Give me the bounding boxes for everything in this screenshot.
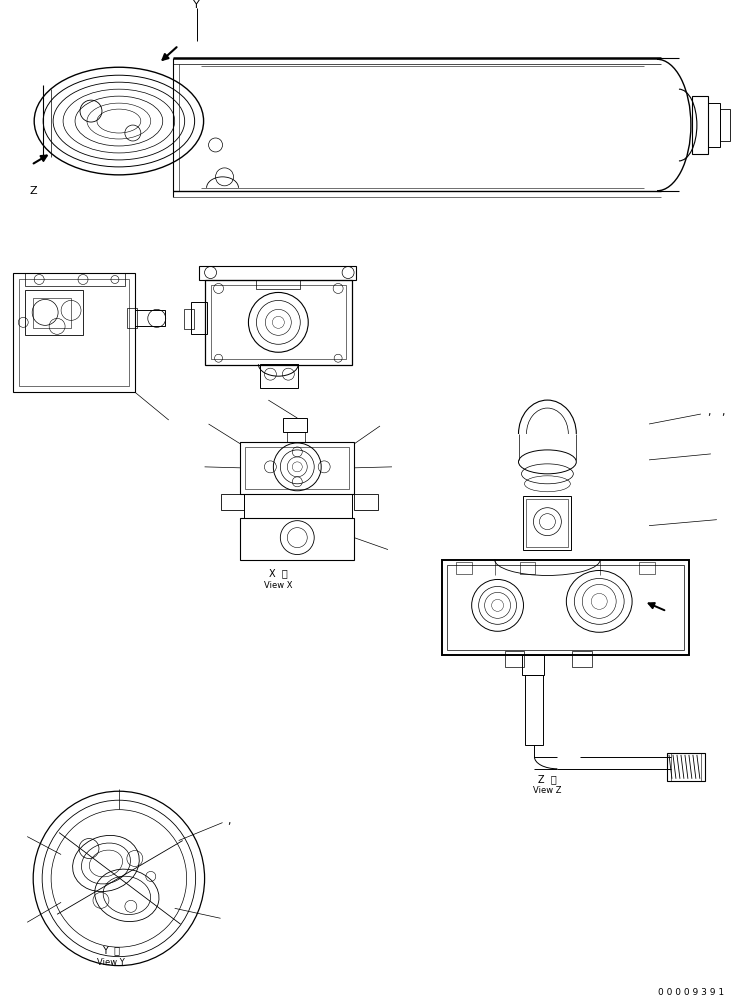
- Bar: [692, 96, 708, 154]
- Text: View Y: View Y: [97, 958, 125, 967]
- Text: ,: ,: [227, 816, 230, 826]
- Bar: [14, 273, 135, 392]
- Bar: [667, 753, 705, 781]
- Bar: [26, 290, 83, 335]
- Bar: [447, 565, 684, 650]
- Bar: [526, 675, 544, 745]
- Text: Y  視: Y 視: [102, 945, 120, 955]
- Bar: [26, 273, 125, 286]
- Bar: [287, 432, 305, 442]
- Bar: [523, 496, 572, 550]
- Bar: [191, 302, 207, 334]
- Bar: [639, 562, 655, 574]
- Bar: [720, 109, 729, 141]
- Bar: [256, 280, 300, 289]
- Text: Z: Z: [29, 186, 37, 196]
- Bar: [33, 298, 71, 328]
- Bar: [526, 499, 569, 547]
- Bar: [245, 447, 349, 489]
- Bar: [127, 308, 137, 328]
- Text: X  視: X 視: [269, 568, 288, 578]
- Bar: [708, 103, 720, 147]
- Text: View Z: View Z: [533, 786, 562, 795]
- Bar: [523, 655, 544, 675]
- Bar: [441, 560, 689, 655]
- Bar: [456, 562, 472, 574]
- Bar: [183, 309, 193, 329]
- Bar: [241, 518, 354, 560]
- Text: Z  視: Z 視: [538, 774, 556, 784]
- Bar: [505, 651, 524, 667]
- Bar: [20, 279, 129, 386]
- Bar: [135, 310, 165, 326]
- Bar: [199, 266, 356, 280]
- Bar: [244, 494, 352, 518]
- Text: ,: ,: [721, 407, 724, 417]
- Text: ,: ,: [707, 407, 711, 417]
- Bar: [671, 753, 701, 781]
- Bar: [205, 280, 352, 365]
- Bar: [241, 442, 354, 494]
- Bar: [572, 651, 593, 667]
- Bar: [211, 285, 346, 359]
- Bar: [220, 494, 244, 510]
- Text: Y: Y: [193, 0, 200, 10]
- Bar: [260, 364, 299, 388]
- Text: View X: View X: [264, 581, 293, 590]
- Bar: [354, 494, 378, 510]
- Bar: [284, 418, 308, 432]
- Text: 0 0 0 0 9 3 9 1: 0 0 0 0 9 3 9 1: [658, 988, 724, 997]
- Bar: [520, 562, 535, 574]
